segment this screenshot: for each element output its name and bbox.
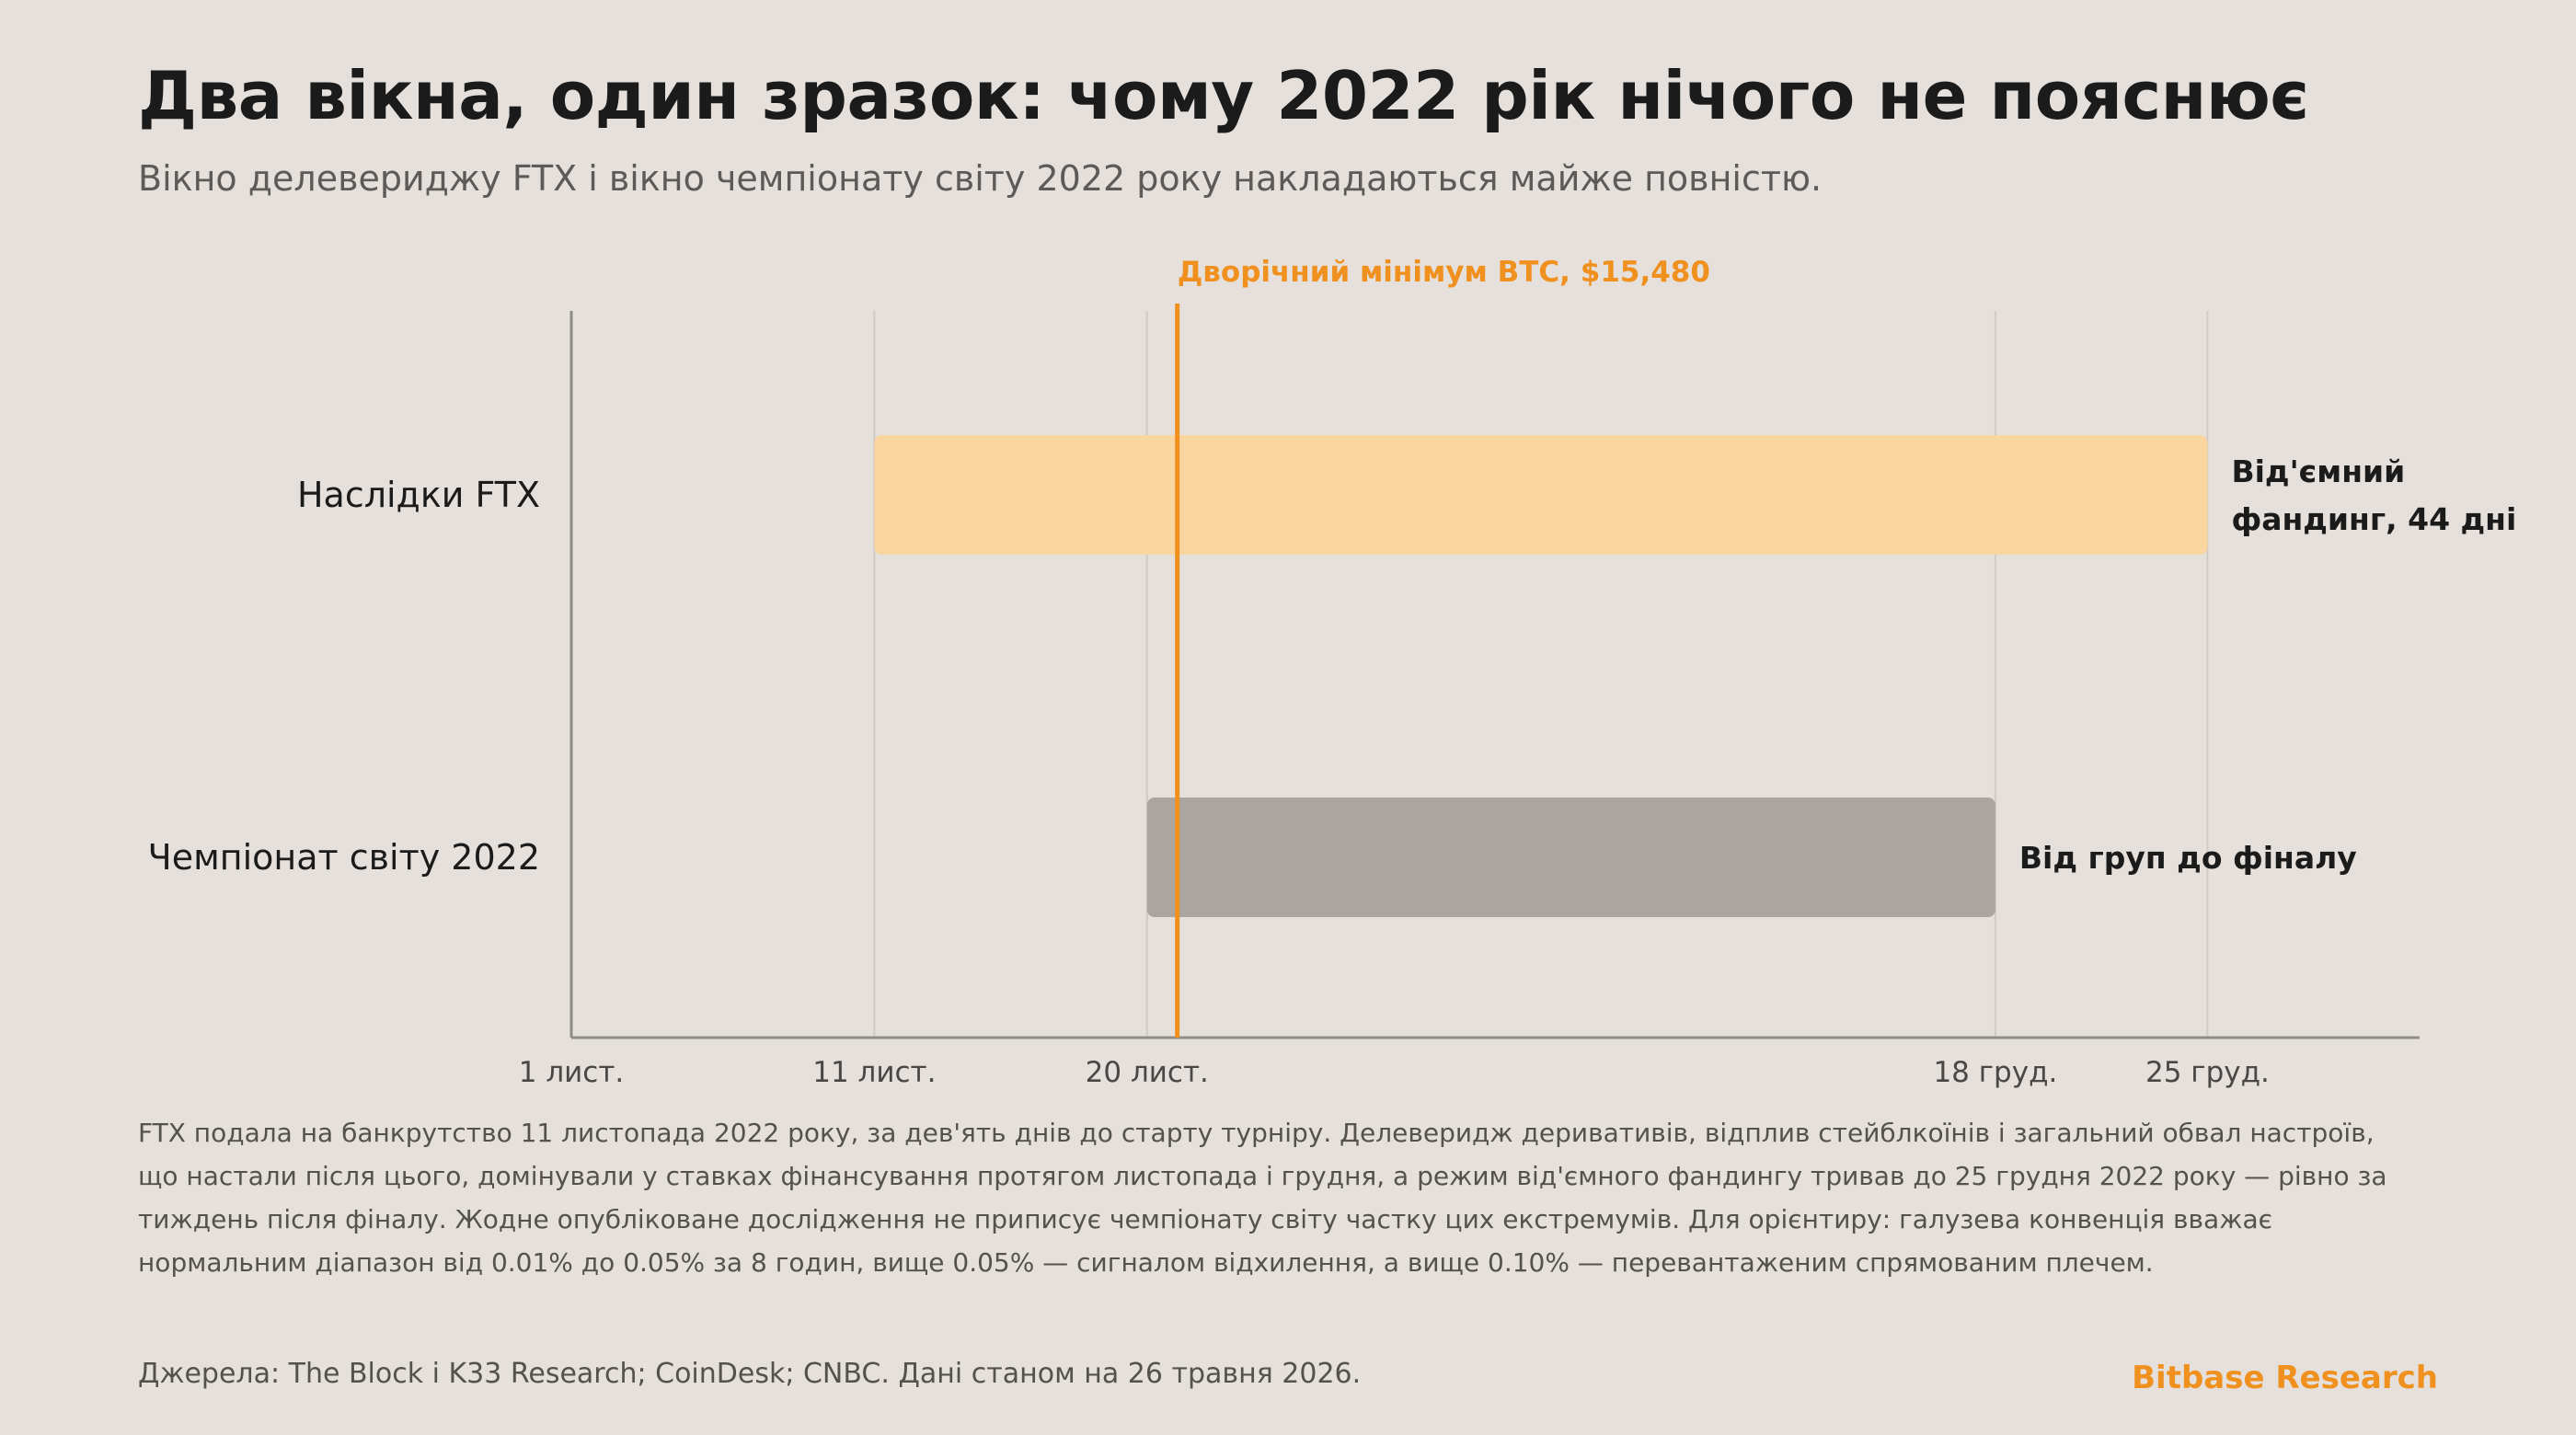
x-tick-label: 25 груд. xyxy=(2145,1056,2270,1089)
row-label: Наслідки FTX xyxy=(297,475,540,515)
chart-subtitle: Вікно делевериджу FTX і вікно чемпіонату… xyxy=(138,158,1823,199)
x-tick-label: 20 лист. xyxy=(1086,1056,1209,1089)
bar-annotation: Від груп до фіналу xyxy=(2019,840,2357,876)
x-tick-label: 18 груд. xyxy=(1933,1056,2057,1089)
footnote: FTX подала на банкрутство 11 листопада 2… xyxy=(138,1118,2387,1278)
brand-logo: Bitbase Research xyxy=(2132,1360,2438,1396)
timeline-bar xyxy=(1146,798,1995,917)
timeline-bar xyxy=(874,435,2208,555)
bar-annotation: фандинг, 44 дні xyxy=(2231,501,2516,537)
chart-title: Два вікна, один зразок: чому 2022 рік ні… xyxy=(138,57,2309,134)
row-label: Чемпіонат світу 2022 xyxy=(148,837,540,878)
bar-annotation: Від'ємний xyxy=(2231,453,2405,489)
sources-note: Джерела: The Block і K33 Research; CoinD… xyxy=(138,1358,1362,1390)
timeline-chart: 1 лист. 11 лист. 20 лист. 18 груд. 25 груд. Н… xyxy=(148,256,2517,1089)
x-tick-label: 1 лист. xyxy=(519,1056,625,1089)
x-tick-label: 11 лист. xyxy=(812,1056,936,1089)
marker-label: Дворічний мінімум BTC, $15,480 xyxy=(1178,256,1710,289)
